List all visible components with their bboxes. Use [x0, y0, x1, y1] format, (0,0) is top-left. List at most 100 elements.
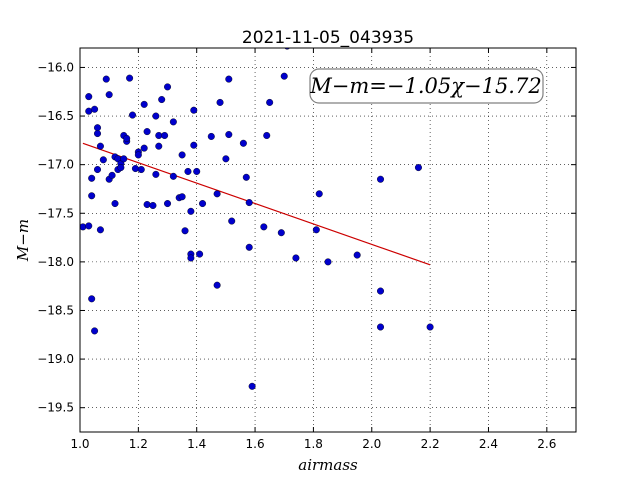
data-point: [94, 130, 102, 138]
plot-frame: [79, 47, 577, 433]
data-point: [164, 200, 172, 208]
data-point: [111, 200, 119, 208]
y-tick-label: −16.5: [37, 109, 74, 123]
data-point: [196, 250, 204, 258]
x-tick-label: 1.4: [187, 437, 206, 451]
x-tick-label: 1.2: [129, 437, 148, 451]
x-tick-label: 2.2: [421, 437, 440, 451]
data-point: [199, 200, 207, 208]
data-point: [126, 74, 134, 82]
y-tick-label: −18.0: [37, 255, 74, 269]
data-point: [169, 172, 177, 180]
data-point: [123, 134, 131, 142]
data-point: [143, 128, 151, 136]
data-point: [414, 164, 422, 172]
data-point: [134, 151, 142, 159]
y-tick-label: −17.0: [37, 158, 74, 172]
data-point: [245, 243, 253, 251]
x-tick-label: 1.6: [246, 437, 265, 451]
data-point: [108, 171, 116, 179]
data-point: [88, 174, 96, 182]
data-point: [242, 173, 250, 181]
data-point: [99, 156, 107, 164]
x-axis-label: airmass: [298, 456, 358, 474]
data-point: [213, 281, 221, 289]
data-point: [149, 201, 157, 209]
y-tick-label: −16.0: [37, 60, 74, 74]
data-point: [94, 166, 102, 174]
data-point: [102, 75, 110, 83]
data-point: [187, 254, 195, 262]
axis-ticks: [79, 48, 576, 432]
data-point: [292, 254, 300, 262]
data-point: [315, 190, 323, 198]
data-point: [88, 192, 96, 200]
data-points: [80, 48, 434, 390]
data-point: [140, 144, 148, 152]
y-tick-label: −19.0: [37, 352, 74, 366]
data-point: [263, 131, 271, 139]
data-point: [377, 323, 385, 331]
equation-box: M−m=−1.05χ−15.72: [309, 68, 544, 104]
data-point: [426, 323, 434, 331]
data-point: [260, 223, 268, 231]
data-point: [105, 91, 113, 99]
data-point: [155, 142, 163, 150]
data-point: [213, 190, 221, 198]
data-point: [377, 175, 385, 183]
data-point: [129, 111, 137, 119]
data-point: [155, 131, 163, 139]
data-point: [181, 227, 189, 235]
data-point: [169, 118, 177, 126]
data-point: [266, 98, 274, 106]
data-point: [91, 105, 99, 113]
data-point: [277, 229, 285, 237]
data-point: [152, 170, 160, 178]
y-tick-label: −18.5: [37, 303, 74, 317]
data-point: [96, 142, 104, 150]
data-point: [245, 199, 253, 207]
y-tick-labels: −16.0 −16.5 −17.0 −17.5 −18.0 −18.5 −19.0 −19.5: [37, 60, 74, 414]
data-point: [225, 75, 233, 83]
data-point: [94, 124, 102, 132]
data-point: [152, 112, 160, 120]
fit-line-layer: [82, 142, 431, 266]
data-point: [131, 165, 139, 173]
data-point: [140, 100, 148, 108]
data-point: [207, 132, 215, 140]
data-point: [85, 107, 93, 115]
x-tick-label: 1.0: [70, 437, 89, 451]
data-point: [158, 96, 166, 104]
data-point: [85, 93, 93, 101]
data-point: [280, 72, 288, 80]
x-tick-label: 2.0: [362, 437, 381, 451]
data-point: [190, 106, 198, 114]
x-tick-labels: 1.0 1.2 1.4 1.6 1.8 2.0 2.2 2.4 2.6: [70, 437, 556, 451]
data-point: [216, 98, 224, 106]
chart-title: 2021-11-05_043935: [242, 28, 414, 48]
data-point: [91, 327, 99, 335]
y-tick-label: −19.5: [37, 401, 74, 415]
grid-lines: [80, 48, 576, 432]
data-point: [85, 222, 93, 230]
data-point: [137, 166, 145, 174]
data-point: [178, 193, 186, 201]
data-point: [193, 167, 201, 175]
data-point: [225, 131, 233, 139]
data-point: [222, 155, 230, 163]
y-axis-label: M−m: [14, 219, 32, 262]
data-point: [187, 207, 195, 215]
y-tick-label: −17.5: [37, 206, 74, 220]
data-point: [377, 287, 385, 295]
data-point: [248, 382, 256, 390]
data-point: [143, 201, 151, 209]
x-tick-label: 2.6: [537, 437, 556, 451]
equation-box-frame: [309, 68, 544, 104]
x-tick-label: 1.8: [304, 437, 323, 451]
data-point: [184, 167, 192, 175]
data-point: [228, 217, 236, 225]
data-point: [324, 258, 332, 266]
data-point: [312, 226, 320, 234]
data-point: [88, 295, 96, 303]
